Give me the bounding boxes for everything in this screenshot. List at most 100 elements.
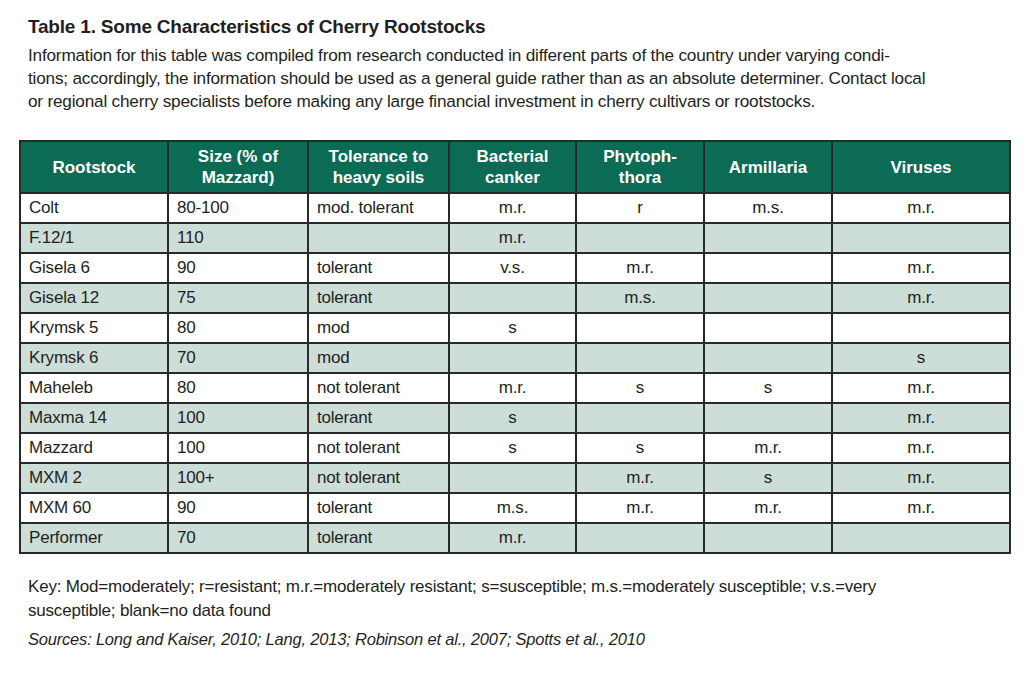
value-cell [576,343,704,373]
value-cell: s [832,343,1010,373]
key-line-2: susceptible; blank=no data found [28,599,996,623]
table-head: RootstockSize (% of Mazzard)Tolerance to… [20,141,1010,193]
value-cell: 80 [168,373,308,403]
value-cell: m.s. [576,283,704,313]
value-cell [704,283,832,313]
value-cell [704,313,832,343]
value-cell: 70 [168,523,308,553]
rootstock-cell: Maxma 14 [20,403,168,433]
value-cell: s [704,463,832,493]
rootstock-cell: Maheleb [20,373,168,403]
value-cell [576,223,704,253]
value-cell [832,313,1010,343]
value-cell: m.r. [832,193,1010,223]
value-cell [576,403,704,433]
value-cell: m.r. [576,253,704,283]
table-row: Krymsk 670mod s [20,343,1010,373]
table-body: Colt80-100mod. tolerantm.r.rm.s.m.r.F.12… [20,193,1010,553]
value-cell: m.r. [576,463,704,493]
rootstock-cell: Performer [20,523,168,553]
value-cell [832,223,1010,253]
table-row: Maheleb80not tolerantm.r.ssm.r. [20,373,1010,403]
table-row: F.12/1110 m.r. [20,223,1010,253]
value-cell [449,463,576,493]
value-cell: m.r. [832,433,1010,463]
value-cell: tolerant [308,253,449,283]
value-cell: not tolerant [308,373,449,403]
table-row: Krymsk 580mods [20,313,1010,343]
value-cell [576,313,704,343]
value-cell: 90 [168,493,308,523]
table-row: MXM 6090tolerantm.s.m.r.m.r.m.r. [20,493,1010,523]
value-cell: 100+ [168,463,308,493]
value-cell: v.s. [449,253,576,283]
value-cell: tolerant [308,493,449,523]
table-row: Gisela 690tolerantv.s.m.r.m.r. [20,253,1010,283]
table-row: Gisela 1275tolerantm.s.m.r. [20,283,1010,313]
value-cell: s [449,403,576,433]
value-cell [704,253,832,283]
value-cell: s [704,373,832,403]
value-cell [704,343,832,373]
value-cell [704,523,832,553]
column-header-5: Phytoph- thora [576,141,704,193]
value-cell: m.r. [832,253,1010,283]
intro-line-2: tions; accordingly, the information shou… [28,67,996,90]
table-footnotes: Key: Mod=moderately; r=resistant; m.r.=m… [0,554,1024,649]
value-cell: m.r. [832,463,1010,493]
value-cell: s [449,313,576,343]
value-cell: m.r. [832,283,1010,313]
value-cell [832,523,1010,553]
value-cell: not tolerant [308,433,449,463]
rootstock-cell: MXM 2 [20,463,168,493]
intro-line-1: Information for this table was compiled … [28,44,996,67]
column-header-4: Bacterial canker [449,141,576,193]
table-row: Mazzard100not tolerantssm.r.m.r. [20,433,1010,463]
table-row: Performer70tolerantm.r. [20,523,1010,553]
table-header-row: RootstockSize (% of Mazzard)Tolerance to… [20,141,1010,193]
rootstock-cell: Gisela 12 [20,283,168,313]
value-cell: r [576,193,704,223]
value-cell: 70 [168,343,308,373]
value-cell: 75 [168,283,308,313]
column-header-6: Armillaria [704,141,832,193]
value-cell: s [576,373,704,403]
column-header-2: Size (% of Mazzard) [168,141,308,193]
value-cell: 110 [168,223,308,253]
column-header-3: Tolerance to heavy soils [308,141,449,193]
rootstock-cell: Mazzard [20,433,168,463]
sources-line: Sources: Long and Kaiser, 2010; Lang, 20… [28,630,996,649]
value-cell: m.r. [576,493,704,523]
rootstock-cell: Krymsk 6 [20,343,168,373]
value-cell: mod [308,313,449,343]
value-cell: 100 [168,433,308,463]
value-cell [449,343,576,373]
table-caption-block: Table 1. Some Characteristics of Cherry … [0,0,1024,113]
key-line-1: Key: Mod=moderately; r=resistant; m.r.=m… [28,575,996,599]
value-cell: m.r. [449,223,576,253]
value-cell: tolerant [308,523,449,553]
value-cell: m.r. [449,193,576,223]
rootstock-cell: Gisela 6 [20,253,168,283]
value-cell: tolerant [308,403,449,433]
rootstock-cell: Krymsk 5 [20,313,168,343]
rootstock-cell: Colt [20,193,168,223]
column-header-1: Rootstock [20,141,168,193]
value-cell [704,223,832,253]
value-cell [449,283,576,313]
value-cell [704,403,832,433]
rootstock-cell: F.12/1 [20,223,168,253]
column-header-7: Viruses [832,141,1010,193]
value-cell: mod [308,343,449,373]
value-cell: 80-100 [168,193,308,223]
table-row: Maxma 14100tolerantsm.r. [20,403,1010,433]
value-cell: m.r. [832,493,1010,523]
value-cell [576,523,704,553]
value-cell: m.r. [832,403,1010,433]
value-cell: m.r. [449,373,576,403]
value-cell: m.r. [832,373,1010,403]
value-cell: m.s. [704,193,832,223]
value-cell: m.r. [704,493,832,523]
value-cell [308,223,449,253]
value-cell: mod. tolerant [308,193,449,223]
